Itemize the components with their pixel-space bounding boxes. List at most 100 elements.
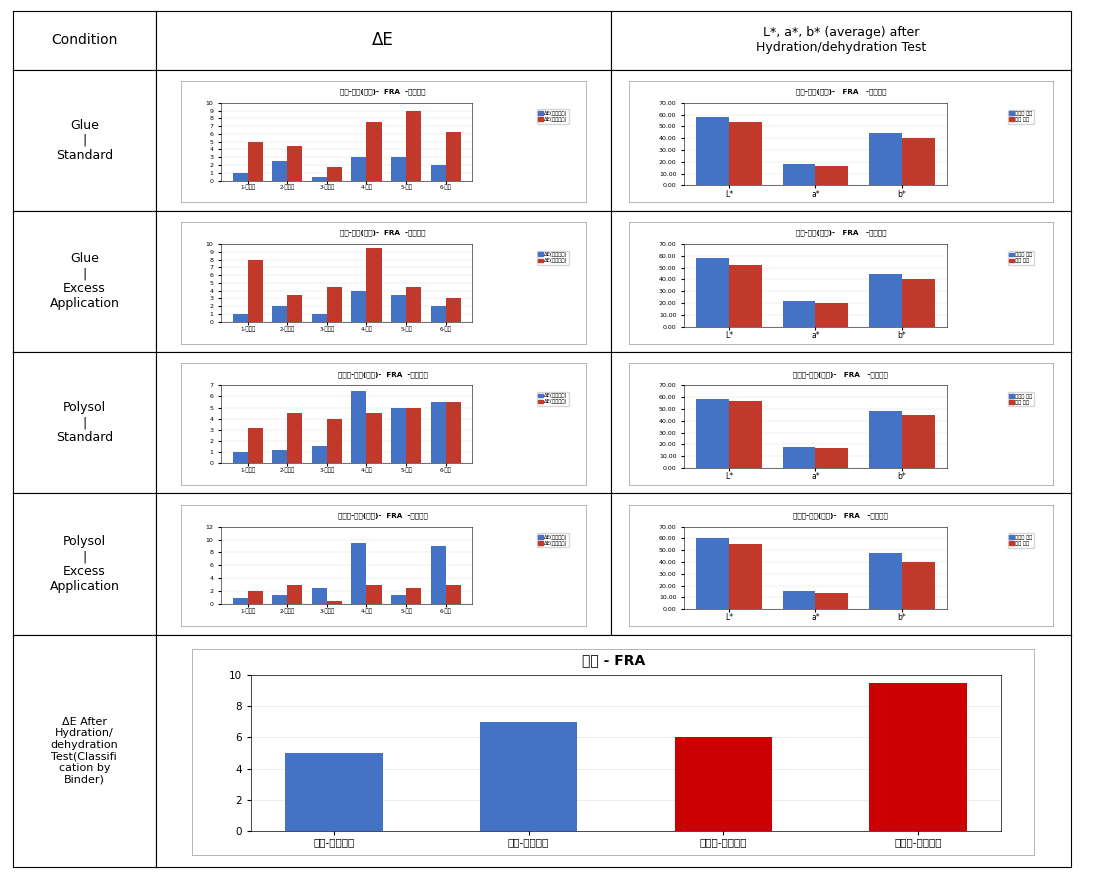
Bar — [312, 177, 327, 180]
Bar — [391, 595, 406, 605]
Text: Glue
|
Excess
Application: Glue | Excess Application — [49, 252, 120, 311]
Bar — [272, 595, 287, 605]
Bar — [695, 538, 728, 609]
Bar — [327, 287, 342, 321]
Bar — [248, 591, 262, 605]
Bar — [782, 301, 815, 327]
Text: 아교-황토(무기)-   FRA   -표준도포: 아교-황토(무기)- FRA -표준도포 — [795, 89, 886, 95]
Bar — [248, 142, 262, 180]
Bar — [351, 157, 366, 180]
Bar — [287, 413, 303, 463]
Text: Condition: Condition — [52, 33, 117, 47]
Bar — [815, 166, 848, 186]
Legend: ΔE(발열전후), ΔE(흥습전후): ΔE(발열전후), ΔE(흥습전후) — [536, 109, 569, 123]
Bar — [902, 415, 935, 468]
Text: Glue
|
Standard: Glue | Standard — [56, 119, 113, 162]
Bar — [248, 427, 262, 463]
Bar — [287, 146, 303, 180]
Text: 아교-황토(무기)-  FRA  -과다도포: 아교-황토(무기)- FRA -과다도포 — [340, 230, 426, 236]
Bar — [287, 585, 303, 605]
Bar — [406, 588, 421, 605]
Bar — [351, 290, 366, 321]
Bar — [351, 391, 366, 463]
Bar — [366, 123, 382, 180]
Bar — [902, 280, 935, 327]
Bar — [479, 722, 577, 830]
Bar — [431, 402, 445, 463]
Legend: 대조군 평균, 약제 평균: 대조군 평균, 약제 평균 — [1008, 392, 1034, 407]
Bar — [233, 598, 248, 605]
Bar — [445, 585, 461, 605]
Bar — [327, 418, 342, 463]
Bar — [445, 298, 461, 321]
Text: Polysol
|
Standard: Polysol | Standard — [56, 401, 113, 444]
Bar — [869, 411, 902, 468]
Bar — [815, 303, 848, 327]
Legend: 대조군 평균, 약제 평균: 대조군 평균, 약제 평균 — [1008, 534, 1034, 548]
Bar — [391, 408, 406, 463]
Bar — [272, 161, 287, 180]
Bar — [312, 447, 327, 463]
Bar — [351, 543, 366, 605]
Bar — [312, 314, 327, 321]
Bar — [869, 274, 902, 327]
Bar — [406, 110, 421, 180]
Bar — [233, 314, 248, 321]
Bar — [728, 400, 761, 468]
Bar — [431, 165, 445, 180]
Bar — [782, 447, 815, 468]
Bar — [391, 295, 406, 321]
Text: 포리솔-황토(무기)-   FRA   -과다도포: 포리솔-황토(무기)- FRA -과다도포 — [793, 512, 889, 519]
Bar — [366, 248, 382, 321]
Bar — [312, 588, 327, 605]
Bar — [406, 287, 421, 321]
Bar — [728, 122, 761, 186]
Bar — [327, 167, 342, 180]
Text: Polysol
|
Excess
Application: Polysol | Excess Application — [49, 535, 120, 593]
Bar — [675, 738, 772, 830]
Bar — [728, 544, 761, 609]
Legend: ΔE(발열전후), ΔE(흥습전후): ΔE(발열전후), ΔE(흥습전후) — [536, 533, 569, 547]
Bar — [233, 452, 248, 463]
Bar — [287, 295, 303, 321]
Bar — [406, 408, 421, 463]
Legend: 대조군 평균, 약제 평균: 대조군 평균, 약제 평균 — [1008, 109, 1034, 123]
Text: ΔE After
Hydration/
dehydration
Test(Classifi
cation by
Binder): ΔE After Hydration/ dehydration Test(Cla… — [50, 717, 118, 785]
Bar — [366, 413, 382, 463]
Legend: 대조군 평균, 약제 평균: 대조군 평균, 약제 평균 — [1008, 250, 1034, 265]
Text: 포리솔-황토(무기)-  FRA  -표준도포: 포리솔-황토(무기)- FRA -표준도포 — [338, 371, 428, 377]
Bar — [782, 591, 815, 609]
Legend: ΔE(발열전후), ΔE(흥습전후): ΔE(발열전후), ΔE(흥습전후) — [536, 392, 569, 406]
Bar — [431, 546, 445, 605]
Text: 포리솔-황토(무기)-  FRA  -과다도포: 포리솔-황토(무기)- FRA -과다도포 — [338, 512, 428, 519]
Bar — [366, 585, 382, 605]
Text: 황토 - FRA: 황토 - FRA — [581, 654, 645, 668]
Legend: ΔE(발열전후), ΔE(흥습전후): ΔE(발열전후), ΔE(흥습전후) — [536, 250, 569, 265]
Bar — [391, 157, 406, 180]
Bar — [869, 133, 902, 186]
Bar — [445, 132, 461, 180]
Bar — [445, 402, 461, 463]
Bar — [869, 552, 902, 609]
Bar — [695, 117, 728, 186]
Bar — [695, 258, 728, 327]
Text: 아교-황토(무기)-  FRA  -표준도포: 아교-황토(무기)- FRA -표준도포 — [340, 89, 426, 95]
Bar — [233, 173, 248, 180]
Bar — [327, 601, 342, 605]
Bar — [902, 139, 935, 186]
Bar — [728, 266, 761, 327]
Bar — [782, 164, 815, 186]
Bar — [272, 449, 287, 463]
Bar — [272, 306, 287, 321]
Text: L*, a*, b* (average) after
Hydration/dehydration Test: L*, a*, b* (average) after Hydration/deh… — [756, 26, 926, 54]
Bar — [285, 753, 383, 830]
Bar — [902, 562, 935, 609]
Bar — [815, 448, 848, 468]
Text: ΔE: ΔE — [372, 31, 394, 49]
Text: 포리솔-황토(무기)-   FRA   -표준도포: 포리솔-황토(무기)- FRA -표준도포 — [793, 371, 889, 377]
Bar — [869, 683, 966, 830]
Bar — [248, 259, 262, 321]
Bar — [815, 592, 848, 609]
Bar — [431, 306, 445, 321]
Text: 아교-황토(무기)-   FRA   -과다도포: 아교-황토(무기)- FRA -과다도포 — [795, 230, 886, 236]
